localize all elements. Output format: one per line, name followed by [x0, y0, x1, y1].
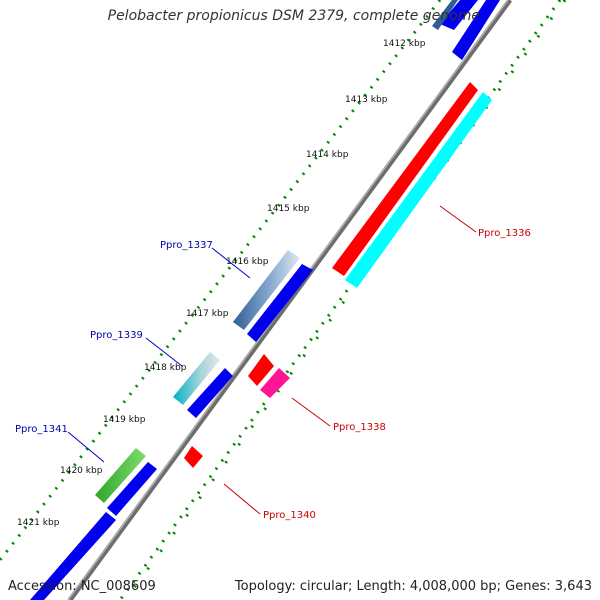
- gene-label-ppro-1337[interactable]: Ppro_1337: [160, 240, 213, 251]
- leader-ppro-1340: [223, 483, 261, 515]
- scale-tick-label: 1421 kbp: [17, 518, 60, 528]
- scale-tick-label: 1418 kbp: [144, 363, 187, 373]
- cds-ppro-1336[interactable]: [332, 82, 478, 276]
- leader-ppro-1337: [211, 247, 251, 279]
- leader-ppro-1336: [439, 205, 477, 233]
- leader-ppro-1338: [291, 397, 331, 427]
- leader-ppro-1339: [145, 337, 183, 367]
- scale-dash-track: [123, 0, 567, 600]
- genome-backbone: [67, 0, 513, 600]
- scale-tick-label: 1420 kbp: [60, 466, 103, 476]
- scale-tick-label: 1416 kbp: [226, 257, 269, 267]
- genome-title: Pelobacter propionicus DSM 2379, complet…: [107, 8, 480, 24]
- cds-forward-1339b[interactable]: [187, 368, 233, 418]
- cds-forward-1421[interactable]: [30, 512, 116, 600]
- scale-dotted-track-inner: [118, 0, 562, 600]
- cds-forward-1341b[interactable]: [107, 462, 157, 516]
- cds-forward-1337b[interactable]: [247, 264, 313, 342]
- scale-dotted-track-outer: [0, 0, 442, 561]
- cds-reverse-1336b[interactable]: [345, 92, 492, 288]
- gene-label-ppro-1338[interactable]: Ppro_1338: [333, 422, 386, 433]
- cds-forward-1412[interactable]: [440, 0, 478, 30]
- gene-label-ppro-1339[interactable]: Ppro_1339: [90, 330, 143, 341]
- cds-forward-1412c[interactable]: [432, 0, 458, 30]
- leader-ppro-1341: [67, 431, 105, 463]
- gene-label-ppro-1340[interactable]: Ppro_1340: [263, 510, 316, 521]
- scale-tick-label: 1415 kbp: [267, 204, 310, 214]
- cds-forward-1412b[interactable]: [452, 0, 500, 60]
- scale-tick-label: 1419 kbp: [103, 415, 146, 425]
- cds-ppro-1339[interactable]: [173, 352, 220, 405]
- accession-label: Accession: NC_008609: [8, 579, 156, 594]
- cds-ppro-1338[interactable]: [260, 368, 290, 398]
- cds-ppro-1337[interactable]: [233, 250, 300, 330]
- cds-ppro-1340[interactable]: [184, 446, 203, 468]
- scale-tick-label: 1414 kbp: [306, 150, 349, 160]
- scale-tick-label: 1412 kbp: [383, 39, 426, 49]
- scale-tick-labels: 1412 kbp 1413 kbp 1414 kbp 1415 kbp 1416 kbp…: [17, 39, 426, 528]
- scale-tick-label: 1413 kbp: [345, 95, 388, 105]
- gene-label-ppro-1336[interactable]: Ppro_1336: [478, 228, 531, 239]
- gene-label-ppro-1341[interactable]: Ppro_1341: [15, 424, 68, 435]
- cds-ppro-1341[interactable]: [95, 448, 146, 503]
- topology-summary: Topology: circular; Length: 4,008,000 bp…: [234, 579, 592, 594]
- scale-tick-label: 1417 kbp: [186, 309, 229, 319]
- cds-reverse-1338a[interactable]: [248, 354, 274, 386]
